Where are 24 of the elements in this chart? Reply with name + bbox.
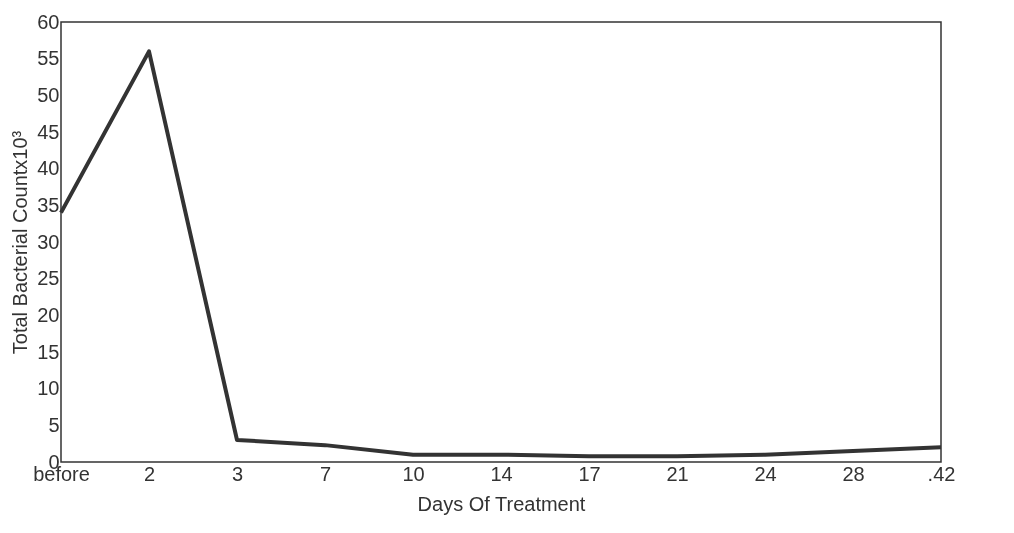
x-tick-label: 7 bbox=[319, 462, 332, 485]
x-tick-label: 10 bbox=[402, 462, 425, 485]
y-tick-label: 40 bbox=[37, 157, 60, 180]
x-axis-title: Days Of Treatment bbox=[417, 492, 586, 515]
y-tick-label: 5 bbox=[48, 413, 60, 436]
x-tick-label: 21 bbox=[666, 462, 689, 485]
x-tick-label: .42 bbox=[927, 462, 956, 485]
x-tick-label: 14 bbox=[490, 462, 513, 485]
y-tick-label: 15 bbox=[37, 340, 60, 363]
y-tick-label: 30 bbox=[37, 230, 60, 253]
y-tick-label: 35 bbox=[37, 193, 60, 216]
y-tick-label: 45 bbox=[37, 120, 60, 143]
x-tick-label: 28 bbox=[842, 462, 865, 485]
x-tick-label: 17 bbox=[578, 462, 601, 485]
y-tick-label: 20 bbox=[37, 303, 60, 326]
y-tick-label: 10 bbox=[37, 377, 60, 400]
x-tick-label: 24 bbox=[754, 462, 777, 485]
y-tick-label: 60 bbox=[37, 10, 60, 33]
x-tick-label: 2 bbox=[143, 462, 156, 485]
y-axis-title: Total Bacterial Countx10³ bbox=[9, 130, 32, 355]
y-tick-label: 25 bbox=[37, 267, 60, 290]
y-tick-label: 55 bbox=[37, 47, 60, 70]
y-tick-label: 50 bbox=[37, 83, 60, 106]
x-tick-label: 3 bbox=[231, 462, 244, 485]
